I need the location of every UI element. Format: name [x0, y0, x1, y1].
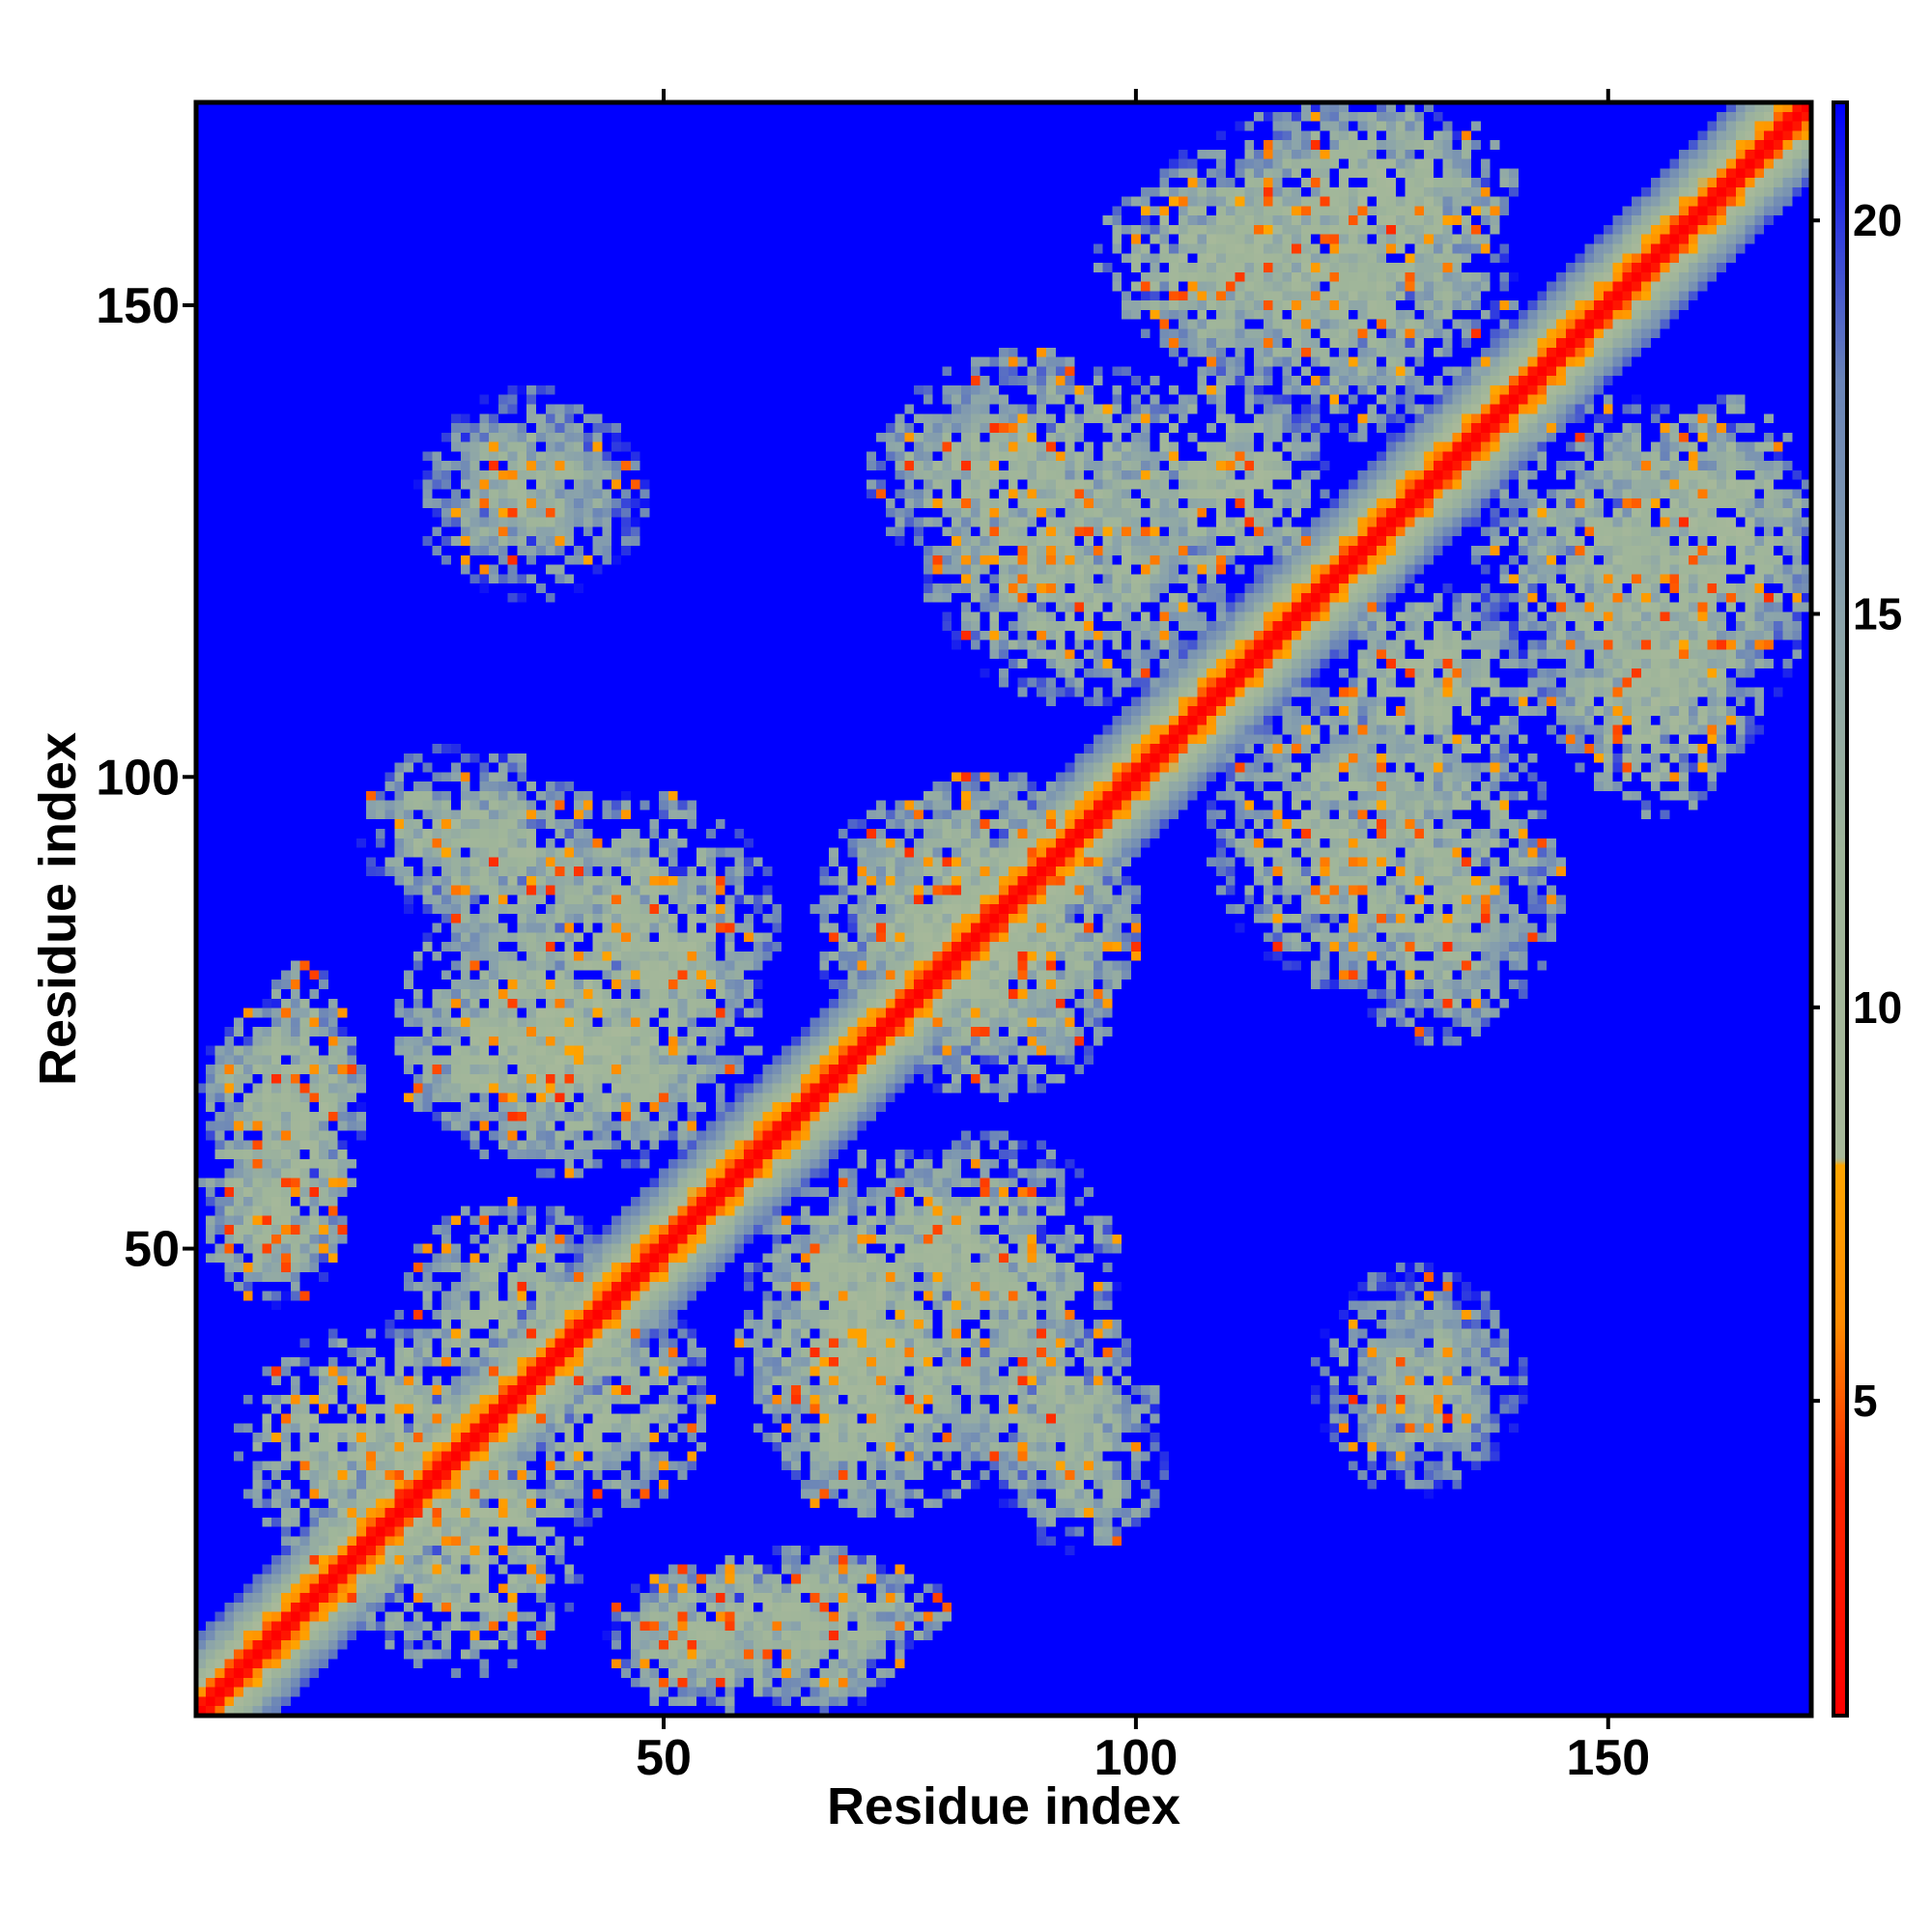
y-axis-label: Residue index [29, 732, 87, 1086]
y-tick-label: 50 [124, 1222, 180, 1278]
colorbar-frame [1832, 100, 1849, 1718]
colorbar-tick-label: 15 [1853, 589, 1902, 639]
y-tick-label: 100 [96, 750, 180, 806]
plot-frame [193, 99, 1814, 1719]
y-tick-label: 150 [96, 278, 180, 334]
x-axis-label: Residue index [827, 1777, 1180, 1835]
x-axis-ticks: 50 100 150 [636, 89, 1650, 1786]
colorbar-tick-label: 5 [1853, 1376, 1878, 1426]
y-axis-ticks: 50 100 150 [96, 278, 196, 1278]
colorbar-tick-label: 10 [1853, 982, 1902, 1033]
heatmap-plot-area [196, 102, 1811, 1716]
x-tick-label: 150 [1566, 1730, 1650, 1786]
x-tick-label: 50 [636, 1730, 692, 1786]
x-tick-label: 100 [1094, 1730, 1179, 1786]
colorbar-gradient [1833, 102, 1847, 1716]
colorbar-ticks: 5 10 15 20 [1812, 195, 1902, 1426]
colorbar-tick-label: 20 [1853, 195, 1902, 245]
